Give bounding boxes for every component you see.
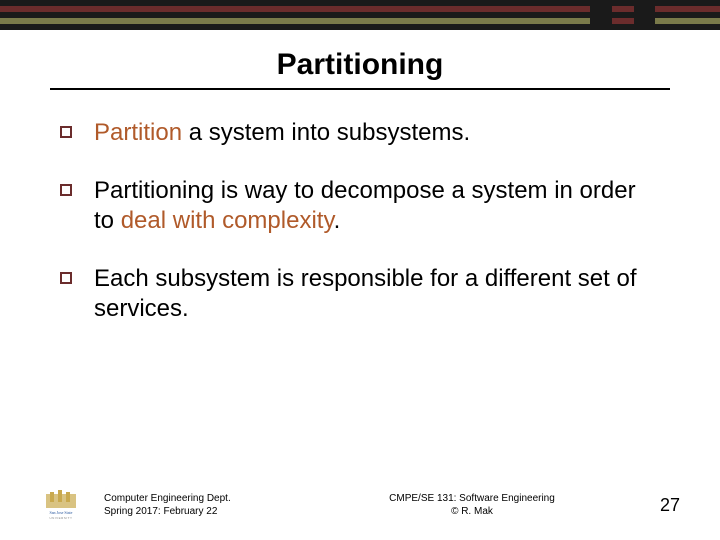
svg-text:UNIVERSITY: UNIVERSITY	[49, 516, 72, 520]
bullet-item: Partitioning is way to decompose a syste…	[60, 176, 660, 236]
bullet-item: Each subsystem is responsible for a diff…	[60, 264, 660, 324]
text-segment: Each subsystem is responsible for a diff…	[94, 265, 637, 322]
text-segment: a system into subsystems.	[182, 119, 470, 146]
highlighted-text: deal with complexity	[121, 207, 334, 234]
title-underline	[50, 88, 670, 90]
bullet-marker	[60, 184, 72, 196]
bullet-text: Partition a system into subsystems.	[94, 118, 470, 148]
highlighted-text: Partition	[94, 119, 182, 146]
slide-title: Partitioning	[50, 48, 670, 82]
footer-left: Computer Engineering Dept. Spring 2017: …	[104, 492, 284, 518]
bar-segment	[0, 24, 720, 30]
footer: San Jose State UNIVERSITY Computer Engin…	[0, 488, 720, 522]
page-number: 27	[660, 495, 680, 516]
top-decoration-bars	[0, 0, 720, 30]
footer-dept: Computer Engineering Dept.	[104, 492, 284, 505]
footer-center: CMPE/SE 131: Software Engineering © R. M…	[284, 492, 660, 518]
bullet-marker	[60, 126, 72, 138]
bullet-text: Each subsystem is responsible for a diff…	[94, 264, 660, 324]
bullet-item: Partition a system into subsystems.	[60, 118, 660, 148]
svg-text:San Jose State: San Jose State	[50, 510, 73, 515]
university-logo: San Jose State UNIVERSITY	[40, 488, 82, 522]
text-segment: .	[334, 207, 341, 234]
bullet-marker	[60, 272, 72, 284]
footer-course: CMPE/SE 131: Software Engineering	[284, 492, 660, 505]
bullet-text: Partitioning is way to decompose a syste…	[94, 176, 660, 236]
footer-date: Spring 2017: February 22	[104, 505, 284, 518]
footer-copyright: © R. Mak	[284, 505, 660, 518]
decoration-bar	[0, 24, 720, 30]
content-area: Partition a system into subsystems.Parti…	[0, 98, 720, 324]
title-area: Partitioning	[0, 30, 720, 98]
